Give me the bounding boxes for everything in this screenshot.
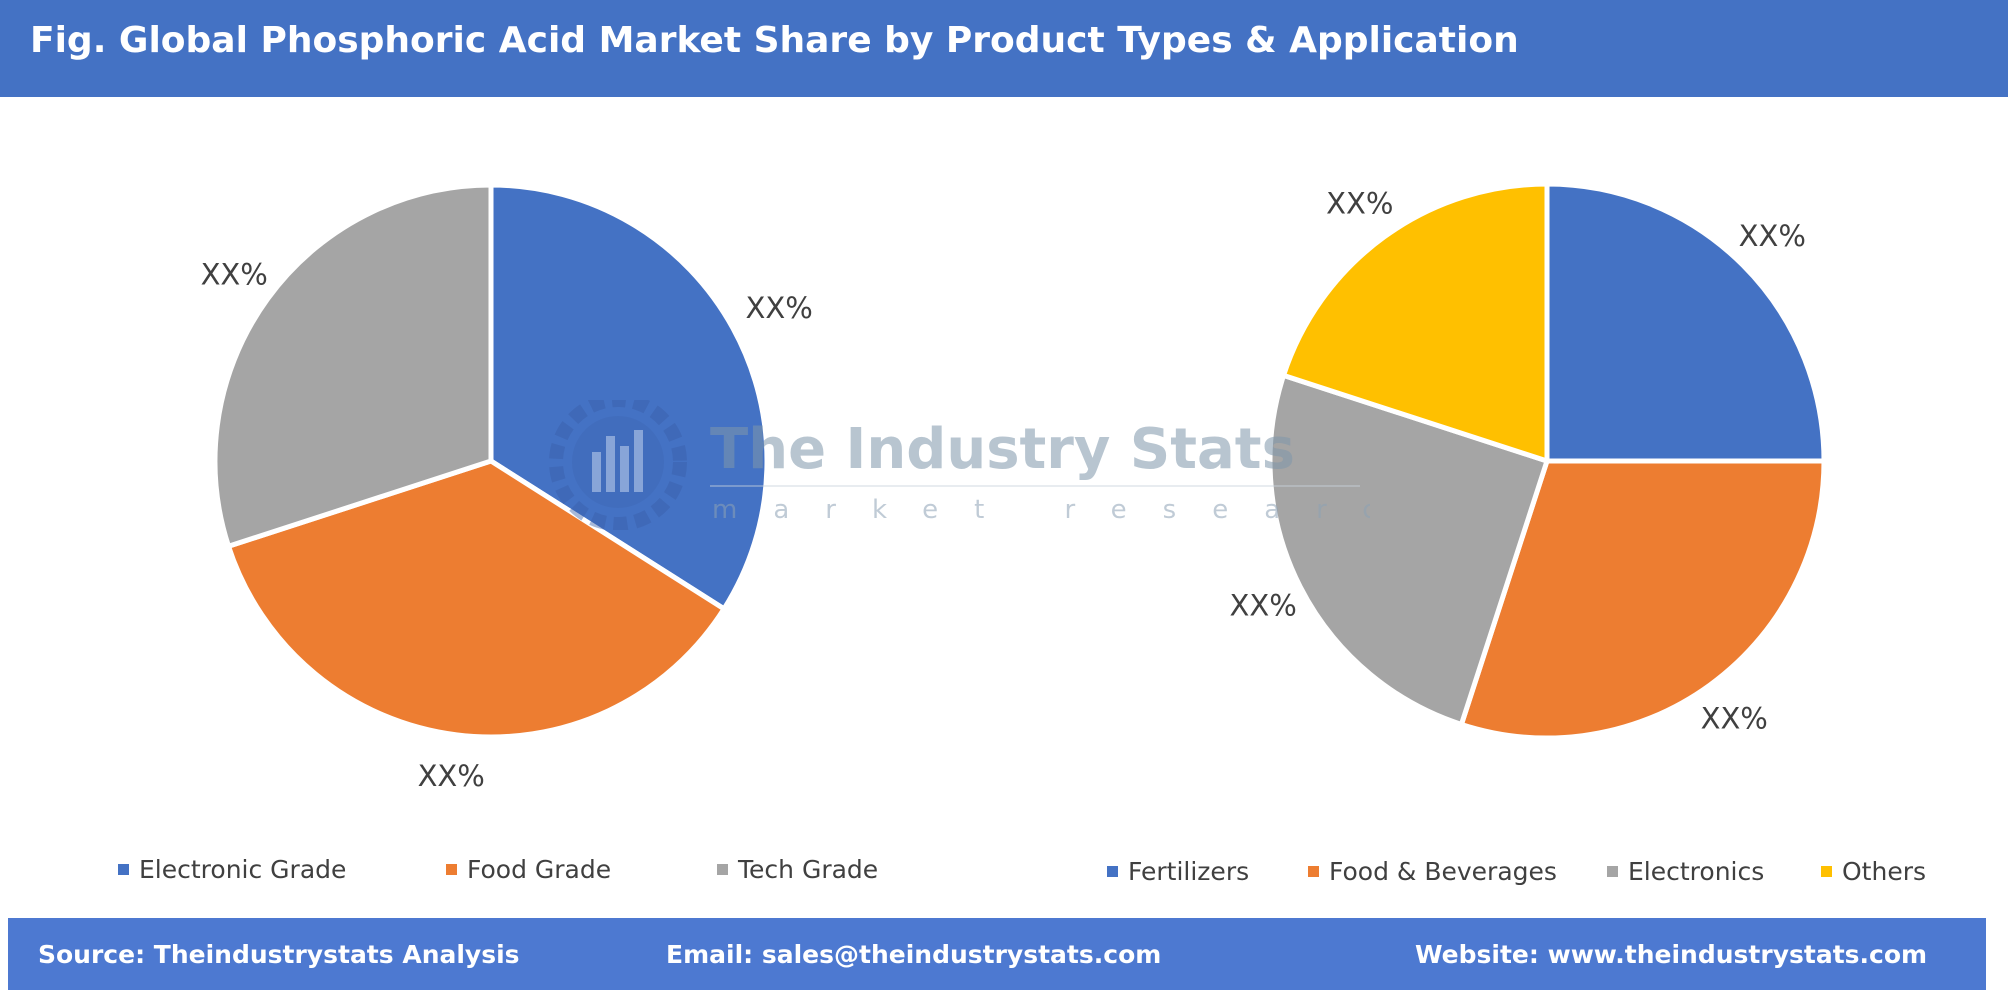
footer-source: Source: Theindustrystats Analysis [38, 940, 520, 969]
watermark-name: The Industry Stats [710, 417, 1295, 482]
legend-item-food-beverages: Food & Beverages [1308, 857, 1557, 886]
legend-label: Others [1842, 857, 1927, 886]
legend-item-electronic-grade: Electronic Grade [118, 855, 346, 884]
footer-email[interactable]: Email: sales@theindustrystats.com [666, 940, 1162, 969]
gear-chart-icon [549, 393, 687, 531]
legend-swatch [446, 864, 457, 875]
legend-label: Tech Grade [738, 855, 879, 884]
data-label-electronics: XX% [1230, 589, 1297, 623]
data-label-food-beverages: XX% [1701, 702, 1768, 736]
pie-slice-others [1281, 181, 1550, 464]
application-pie: XX% XX% XX% XX% [1230, 181, 1827, 741]
pie-slice-food-grade [226, 458, 727, 740]
legend-item-food-grade: Food Grade [446, 855, 611, 884]
legend-label: Fertilizers [1128, 857, 1250, 886]
watermark-tagline: market research [712, 495, 1370, 525]
legend-swatch [118, 864, 129, 875]
data-label-electronic-grade: XX% [745, 291, 812, 325]
legend-label: Electronics [1628, 857, 1765, 886]
legend-swatch [1607, 866, 1618, 877]
pie-slice-fertilizers [1544, 181, 1827, 464]
data-label-tech-grade: XX% [201, 257, 268, 291]
data-label-food-grade: XX% [418, 759, 485, 793]
legend-item-others: Others [1821, 857, 1926, 886]
pie-slice-tech-grade [212, 182, 494, 549]
page-title: Fig. Global Phosphoric Acid Market Share… [30, 20, 1519, 61]
legend-swatch [1107, 866, 1118, 877]
product-type-legend: Electronic Grade Food Grade Tech Grade [0, 855, 1000, 889]
legend-label: Electronic Grade [139, 855, 347, 884]
watermark-logo: The Industry Stats market research [549, 393, 1429, 531]
legend-label: Food & Beverages [1329, 857, 1557, 886]
pie-slice-food-beverages [1458, 458, 1827, 741]
pie-charts: XX% XX% XX% XX% XX% XX% XX% [201, 181, 1827, 793]
header-bar: Fig. Global Phosphoric Acid Market Share… [0, 0, 2008, 97]
legend-item-tech-grade: Tech Grade [717, 855, 878, 884]
legend-swatch [1821, 866, 1832, 877]
pie-slice-electronics [1267, 372, 1550, 727]
application-legend: Fertilizers Food & Beverages Electronics Ot… [0, 857, 2008, 891]
product-type-pie: XX% XX% XX% [201, 182, 813, 793]
legend-label: Food Grade [467, 855, 612, 884]
data-label-others: XX% [1326, 186, 1393, 220]
legend-swatch [717, 864, 728, 875]
legend-item-electronics: Electronics [1607, 857, 1764, 886]
footer-website[interactable]: Website: www.theindustrystats.com [1415, 940, 1928, 969]
legend-swatch [1308, 866, 1319, 877]
data-label-fertilizers: XX% [1739, 219, 1806, 253]
watermark: The Industry Stats market research [540, 393, 1429, 535]
legend-item-fertilizers: Fertilizers [1107, 857, 1249, 886]
footer-bar: Source: Theindustrystats Analysis Email:… [8, 918, 1986, 990]
